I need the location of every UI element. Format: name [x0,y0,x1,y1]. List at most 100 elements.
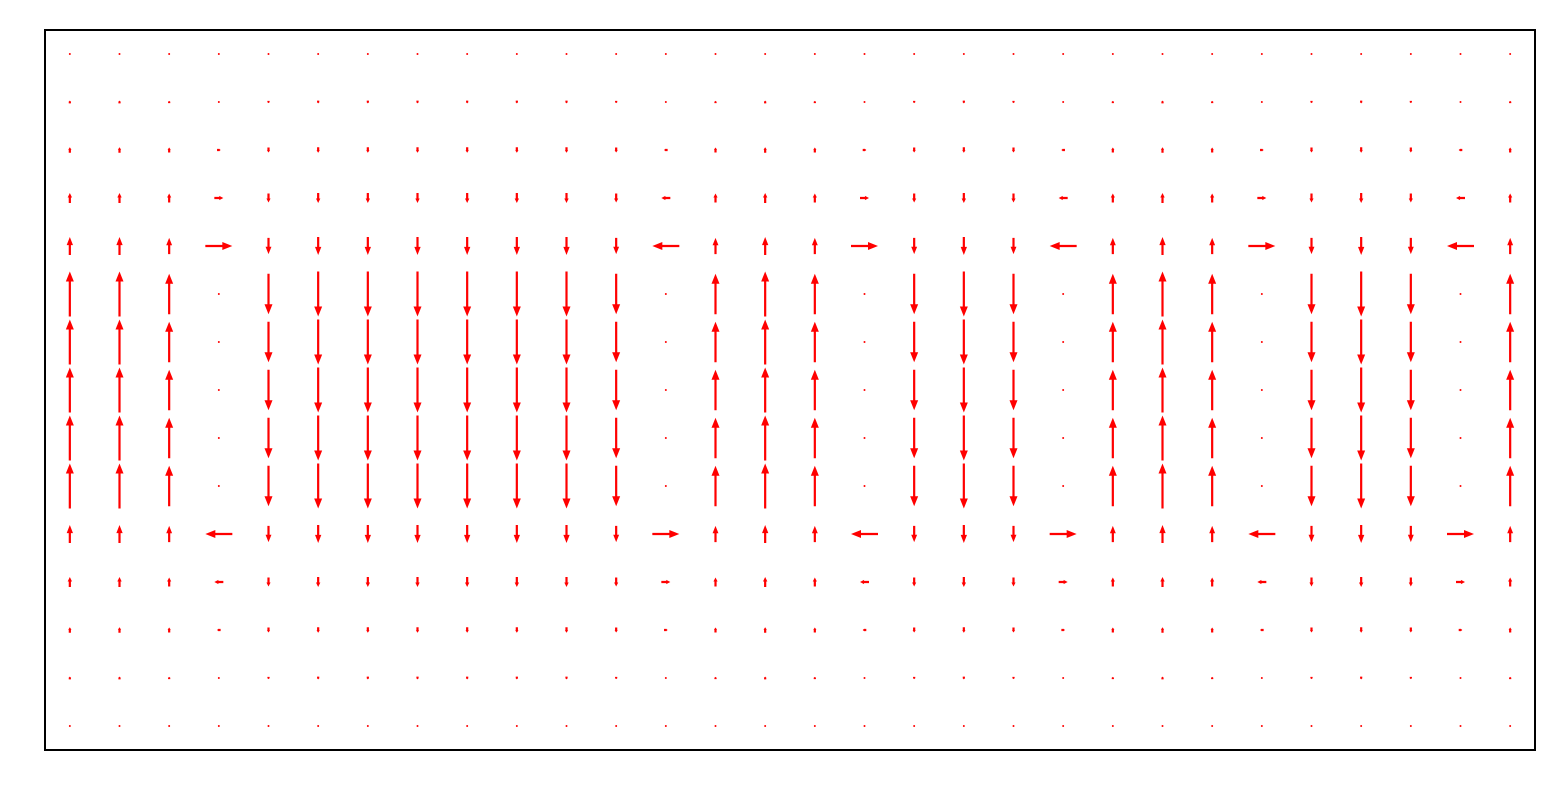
arrow [1158,463,1167,509]
arrow [1309,627,1314,633]
arrow [1506,465,1515,507]
arrow [1358,237,1365,255]
arrow [713,147,718,153]
arrow [813,676,817,680]
arrow [513,525,520,543]
arrow [1108,273,1117,315]
arrow [413,271,422,317]
arrow [810,273,819,315]
arrow [464,237,471,255]
arrow [1359,676,1363,680]
arrow [366,53,369,55]
arrow [1359,627,1363,633]
arrow [67,193,73,203]
arrow [1159,525,1166,543]
arrow [562,271,571,317]
arrow [513,237,520,255]
arrow [117,577,122,587]
arrow [68,725,71,727]
arrow [1307,273,1316,315]
arrow [1108,321,1117,363]
arrow [118,53,121,55]
arrow [612,417,621,459]
arrow [315,237,322,255]
arrow [115,415,124,461]
arrows [65,53,1515,727]
arrow [205,530,233,538]
arrow [115,463,124,509]
arrow [116,237,123,255]
arrow [1058,195,1068,201]
arrow [613,237,620,255]
arrow [267,676,270,680]
arrow [1210,676,1214,680]
arrow [1058,579,1068,585]
arrow [1507,525,1514,543]
arrow [910,321,919,363]
arrow [1111,627,1115,633]
arrow [1160,577,1165,587]
arrow [1208,321,1217,363]
arrow [416,100,419,104]
arrow [1257,195,1267,201]
arrow [265,237,272,255]
arrow [612,273,621,315]
arrow [266,577,271,587]
arrow [266,627,271,633]
arrow [1309,193,1314,203]
arrow [862,148,867,152]
arrow [465,100,469,104]
arrow [1459,389,1462,391]
arrow [512,319,521,365]
arrow [463,367,472,413]
arrow [1012,676,1015,680]
arrow [1507,237,1514,255]
arrow [1062,293,1065,295]
arrow [217,628,221,632]
arrow [265,525,272,543]
arrow [1110,193,1115,203]
arrow [1310,100,1313,104]
arrow [217,485,220,487]
arrow [913,53,916,55]
arrow [316,627,320,633]
arrow [612,369,621,411]
arrow [1409,676,1413,680]
arrow [1359,100,1363,104]
arrow [962,627,966,633]
arrow [515,53,518,55]
arrow [1456,195,1465,201]
arrow [614,147,618,153]
arrow [1260,677,1263,679]
arrow [912,193,917,203]
arrow [910,369,919,411]
arrow [363,463,372,509]
arrow [813,100,817,104]
arrow [1160,193,1165,203]
arrow [860,579,869,585]
arrow [264,417,273,459]
arrow [962,53,965,55]
arrow [1160,147,1165,153]
arrow [811,525,818,543]
arrow [1208,369,1217,411]
arrow [863,101,866,103]
arrow [1062,725,1065,727]
arrow [1108,417,1117,459]
arrow [1210,577,1215,587]
plot-area [45,30,1535,750]
arrow [851,530,878,538]
arrow [1160,627,1165,633]
arrow [167,100,171,104]
arrow [1062,101,1065,103]
arrow [1357,271,1366,317]
arrow [1260,628,1264,632]
arrow [664,725,667,727]
arrow [165,321,174,363]
arrow [1456,579,1465,585]
arrow [165,465,174,507]
arrow [65,415,74,461]
arrow [1011,577,1016,587]
arrow [365,193,371,203]
